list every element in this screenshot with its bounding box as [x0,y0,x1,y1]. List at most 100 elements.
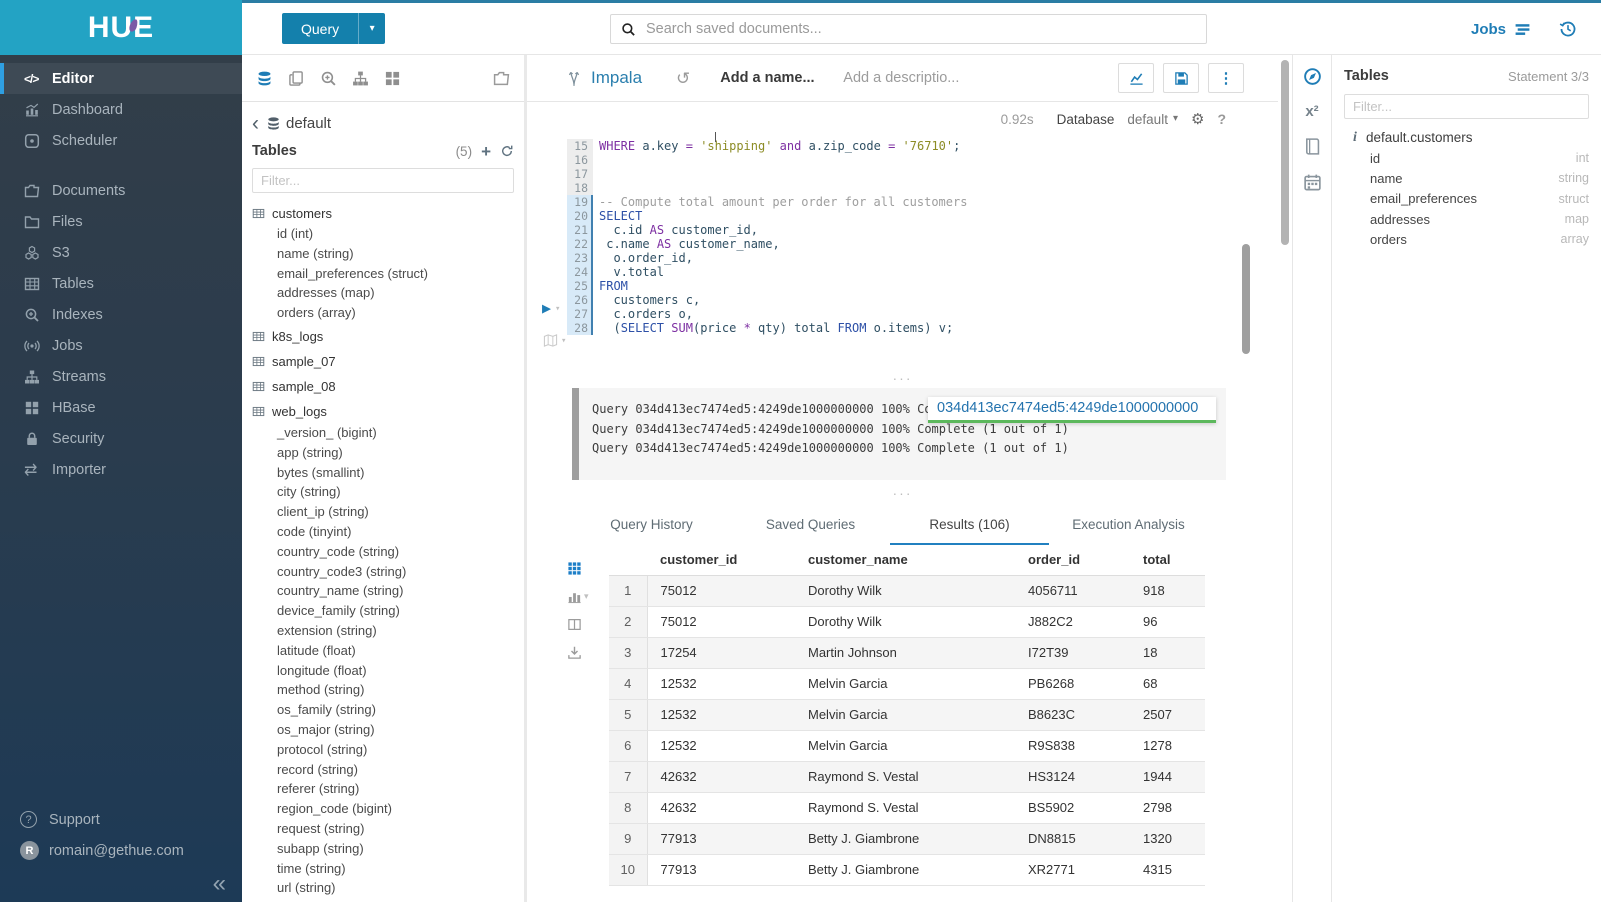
column-header-order-id[interactable]: order_id [1015,545,1130,576]
right-column-email-preferences[interactable]: email_preferences struct [1344,189,1589,209]
table-row[interactable]: 1 75012 Dorothy Wilk 4056711 918 [609,575,1205,607]
code-minimap-button[interactable]: ▾ [543,333,566,348]
new-query-button[interactable]: Query ▾ [282,13,386,44]
column-item[interactable]: subapp (string) [277,840,364,856]
documents-assist-icon[interactable] [288,70,305,87]
table-row[interactable]: 8 42632 Raymond S. Vestal BS5902 2798 [609,792,1205,824]
query-dropdown-caret-icon[interactable]: ▾ [358,13,385,44]
log-resize-handle[interactable]: ··· [892,484,913,501]
settings-gear-icon[interactable]: ⚙ [1190,110,1205,128]
column-item[interactable]: app (string) [277,444,343,460]
column-item[interactable]: region_code (bigint) [277,801,392,817]
content-scrollbar[interactable] [1281,60,1289,245]
table-row[interactable]: 6 12532 Melvin Garcia R9S838 1278 [609,730,1205,762]
right-column-addresses[interactable]: addresses map [1344,209,1589,229]
breadcrumb-database-name[interactable]: default [286,115,332,132]
active-table-row[interactable]: i default.customers [1344,126,1589,148]
database-selector[interactable]: default ▾ [1127,112,1178,127]
column-header-customer-id[interactable]: customer_id [647,545,795,576]
more-options-button[interactable]: ⋮ [1208,63,1244,93]
sidebar-item-jobs[interactable]: Jobs [0,330,242,361]
column-header-total[interactable]: total [1130,545,1205,576]
right-column-id[interactable]: id int [1344,148,1589,168]
column-item[interactable]: country_code3 (string) [277,563,407,579]
editor-resize-handle[interactable]: ··· [892,370,913,386]
sitemap-assist-icon[interactable] [352,70,369,87]
apps-assist-icon[interactable] [384,70,401,87]
table-row[interactable]: 7 42632 Raymond S. Vestal HS3124 1944 [609,761,1205,793]
sidebar-item-hbase[interactable]: HBase [0,392,242,423]
table-item-customers[interactable]: customers [252,202,514,224]
query-history-icon[interactable] [1559,20,1577,38]
column-item[interactable]: orders (array) [277,305,356,321]
download-icon[interactable] [567,645,609,660]
column-item[interactable]: longitude (float) [277,662,367,678]
column-item[interactable]: referer (string) [277,781,360,797]
jobs-link[interactable]: Jobs [1471,21,1531,38]
column-item[interactable]: bytes (smallint) [277,464,365,480]
tab-execution-analysis[interactable]: Execution Analysis [1072,516,1185,532]
sidebar-item-documents[interactable]: Documents [0,175,242,206]
code-editor[interactable]: 15 WHERE a.key = 'shipping' and a.zip_cod… [527,132,1278,360]
snippet-history-icon[interactable]: ↺ [676,68,691,88]
tab-results-106-[interactable]: Results (106) [890,505,1049,545]
search-input[interactable] [644,20,1196,38]
column-item[interactable]: country_code (string) [277,543,400,559]
column-item[interactable]: record (string) [277,761,358,777]
functions-icon[interactable]: x² [1305,103,1319,120]
column-item[interactable]: method (string) [277,682,365,698]
execute-query-button[interactable]: ▶ ▾ [542,301,560,316]
sidebar-item-s3[interactable]: S3 [0,237,242,268]
right-column-name[interactable]: name string [1344,168,1589,188]
column-item[interactable]: os_major (string) [277,721,375,737]
column-item[interactable]: os_family (string) [277,702,376,718]
column-item[interactable]: device_family (string) [277,603,400,619]
column-item[interactable]: client_ip (string) [277,504,369,520]
column-item[interactable]: code (tinyint) [277,523,352,539]
column-header-customer-name[interactable]: customer_name [795,545,1015,576]
column-item[interactable]: name (string) [277,245,354,261]
column-item[interactable]: latitude (float) [277,642,356,658]
column-item[interactable]: time (string) [277,860,346,876]
execute-options-caret-icon[interactable]: ▾ [555,303,561,314]
info-icon[interactable]: i [1353,129,1357,145]
search-assist-icon[interactable] [320,70,337,87]
table-item-web-logs[interactable]: web_logs [252,401,514,423]
grid-view-icon[interactable] [567,561,609,576]
sidebar-item-dashboard[interactable]: Dashboard [0,94,242,125]
sql-assist-icon[interactable] [256,70,273,87]
sidebar-item-tables[interactable]: Tables [0,268,242,299]
table-row[interactable]: 5 12532 Melvin Garcia B8623C 2507 [609,699,1205,731]
column-item[interactable]: city (string) [277,484,341,500]
tab-saved-queries[interactable]: Saved Queries [765,516,856,532]
table-row[interactable]: 2 75012 Dorothy Wilk J882C2 96 [609,606,1205,638]
table-row[interactable]: 4 12532 Melvin Garcia PB6268 68 [609,668,1205,700]
help-icon[interactable]: ? [1217,111,1226,127]
column-item[interactable]: user_agent (string) [252,898,514,902]
sidebar-item-files[interactable]: Files [0,206,242,237]
sidebar-item-importer[interactable]: ⇄ Importer [0,454,242,485]
assist-compass-icon[interactable] [1303,67,1322,86]
tables-filter-input[interactable] [252,168,514,193]
right-filter-input[interactable] [1344,94,1589,119]
editor-scrollbar[interactable] [1242,244,1250,354]
table-item-sample-08[interactable]: sample_08 [252,376,514,398]
columns-view-icon[interactable] [567,617,609,632]
folder-assist-icon[interactable] [493,70,510,87]
sidebar-item-security[interactable]: Security [0,423,242,454]
query-description-input[interactable] [841,69,1002,87]
global-search[interactable] [610,14,1207,44]
schedule-icon[interactable] [1303,173,1322,192]
sidebar-item-scheduler[interactable]: Scheduler [0,125,242,156]
table-item-sample-07[interactable]: sample_07 [252,351,514,373]
table-row[interactable]: 3 17254 Martin Johnson I72T39 18 [609,637,1205,669]
column-item[interactable]: email_preferences (struct) [277,265,428,281]
language-reference-icon[interactable] [1303,137,1322,156]
query-name-input[interactable] [718,69,824,87]
chart-view-icon[interactable]: ▾ [567,589,609,604]
column-item[interactable]: addresses (map) [277,285,375,301]
column-item[interactable]: id (int) [277,226,314,241]
column-item[interactable]: url (string) [277,880,336,896]
tab-query-history[interactable]: Query History [610,516,693,532]
